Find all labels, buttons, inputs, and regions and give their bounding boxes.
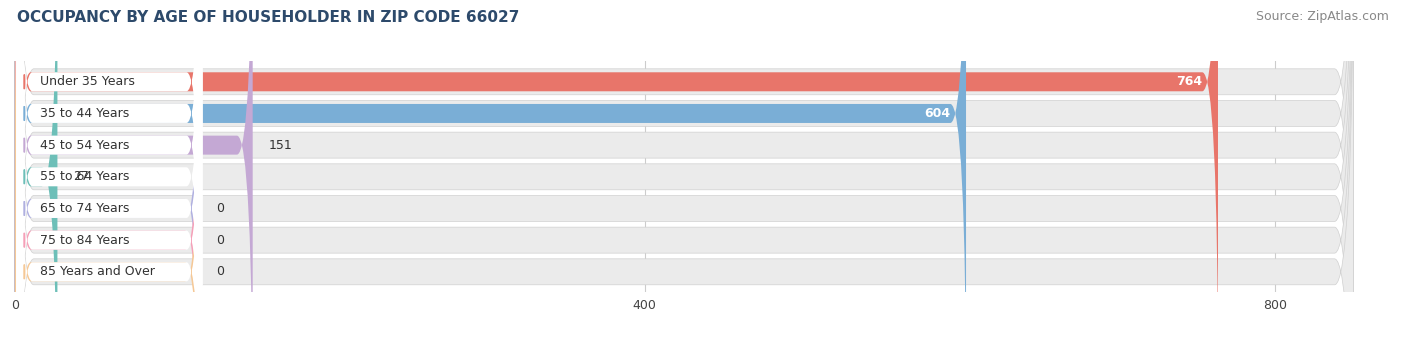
Text: 0: 0 [217,234,225,246]
Text: Source: ZipAtlas.com: Source: ZipAtlas.com [1256,10,1389,23]
Text: 45 to 54 Years: 45 to 54 Years [41,139,129,152]
Text: 0: 0 [217,202,225,215]
Text: 0: 0 [217,265,225,278]
Text: 764: 764 [1175,75,1202,88]
FancyBboxPatch shape [15,0,966,340]
Text: 35 to 44 Years: 35 to 44 Years [41,107,129,120]
FancyBboxPatch shape [15,0,201,340]
FancyBboxPatch shape [17,0,202,340]
FancyBboxPatch shape [15,0,1354,340]
FancyBboxPatch shape [17,0,202,340]
Text: 151: 151 [269,139,292,152]
FancyBboxPatch shape [15,0,1354,340]
FancyBboxPatch shape [15,0,253,340]
FancyBboxPatch shape [17,0,202,340]
FancyBboxPatch shape [17,0,202,340]
FancyBboxPatch shape [17,0,202,340]
FancyBboxPatch shape [17,0,202,340]
Text: OCCUPANCY BY AGE OF HOUSEHOLDER IN ZIP CODE 66027: OCCUPANCY BY AGE OF HOUSEHOLDER IN ZIP C… [17,10,519,25]
FancyBboxPatch shape [15,0,1218,340]
FancyBboxPatch shape [15,0,201,340]
Text: Under 35 Years: Under 35 Years [41,75,135,88]
FancyBboxPatch shape [15,0,1354,340]
FancyBboxPatch shape [15,0,1354,340]
FancyBboxPatch shape [17,0,202,340]
Text: 65 to 74 Years: 65 to 74 Years [41,202,129,215]
Text: 75 to 84 Years: 75 to 84 Years [41,234,129,246]
Text: 85 Years and Over: 85 Years and Over [41,265,155,278]
FancyBboxPatch shape [15,0,1354,340]
FancyBboxPatch shape [15,0,1354,340]
Text: 604: 604 [924,107,950,120]
Text: 55 to 64 Years: 55 to 64 Years [41,170,129,183]
FancyBboxPatch shape [15,0,201,340]
FancyBboxPatch shape [15,0,1354,340]
Text: 27: 27 [73,170,89,183]
FancyBboxPatch shape [15,0,58,340]
